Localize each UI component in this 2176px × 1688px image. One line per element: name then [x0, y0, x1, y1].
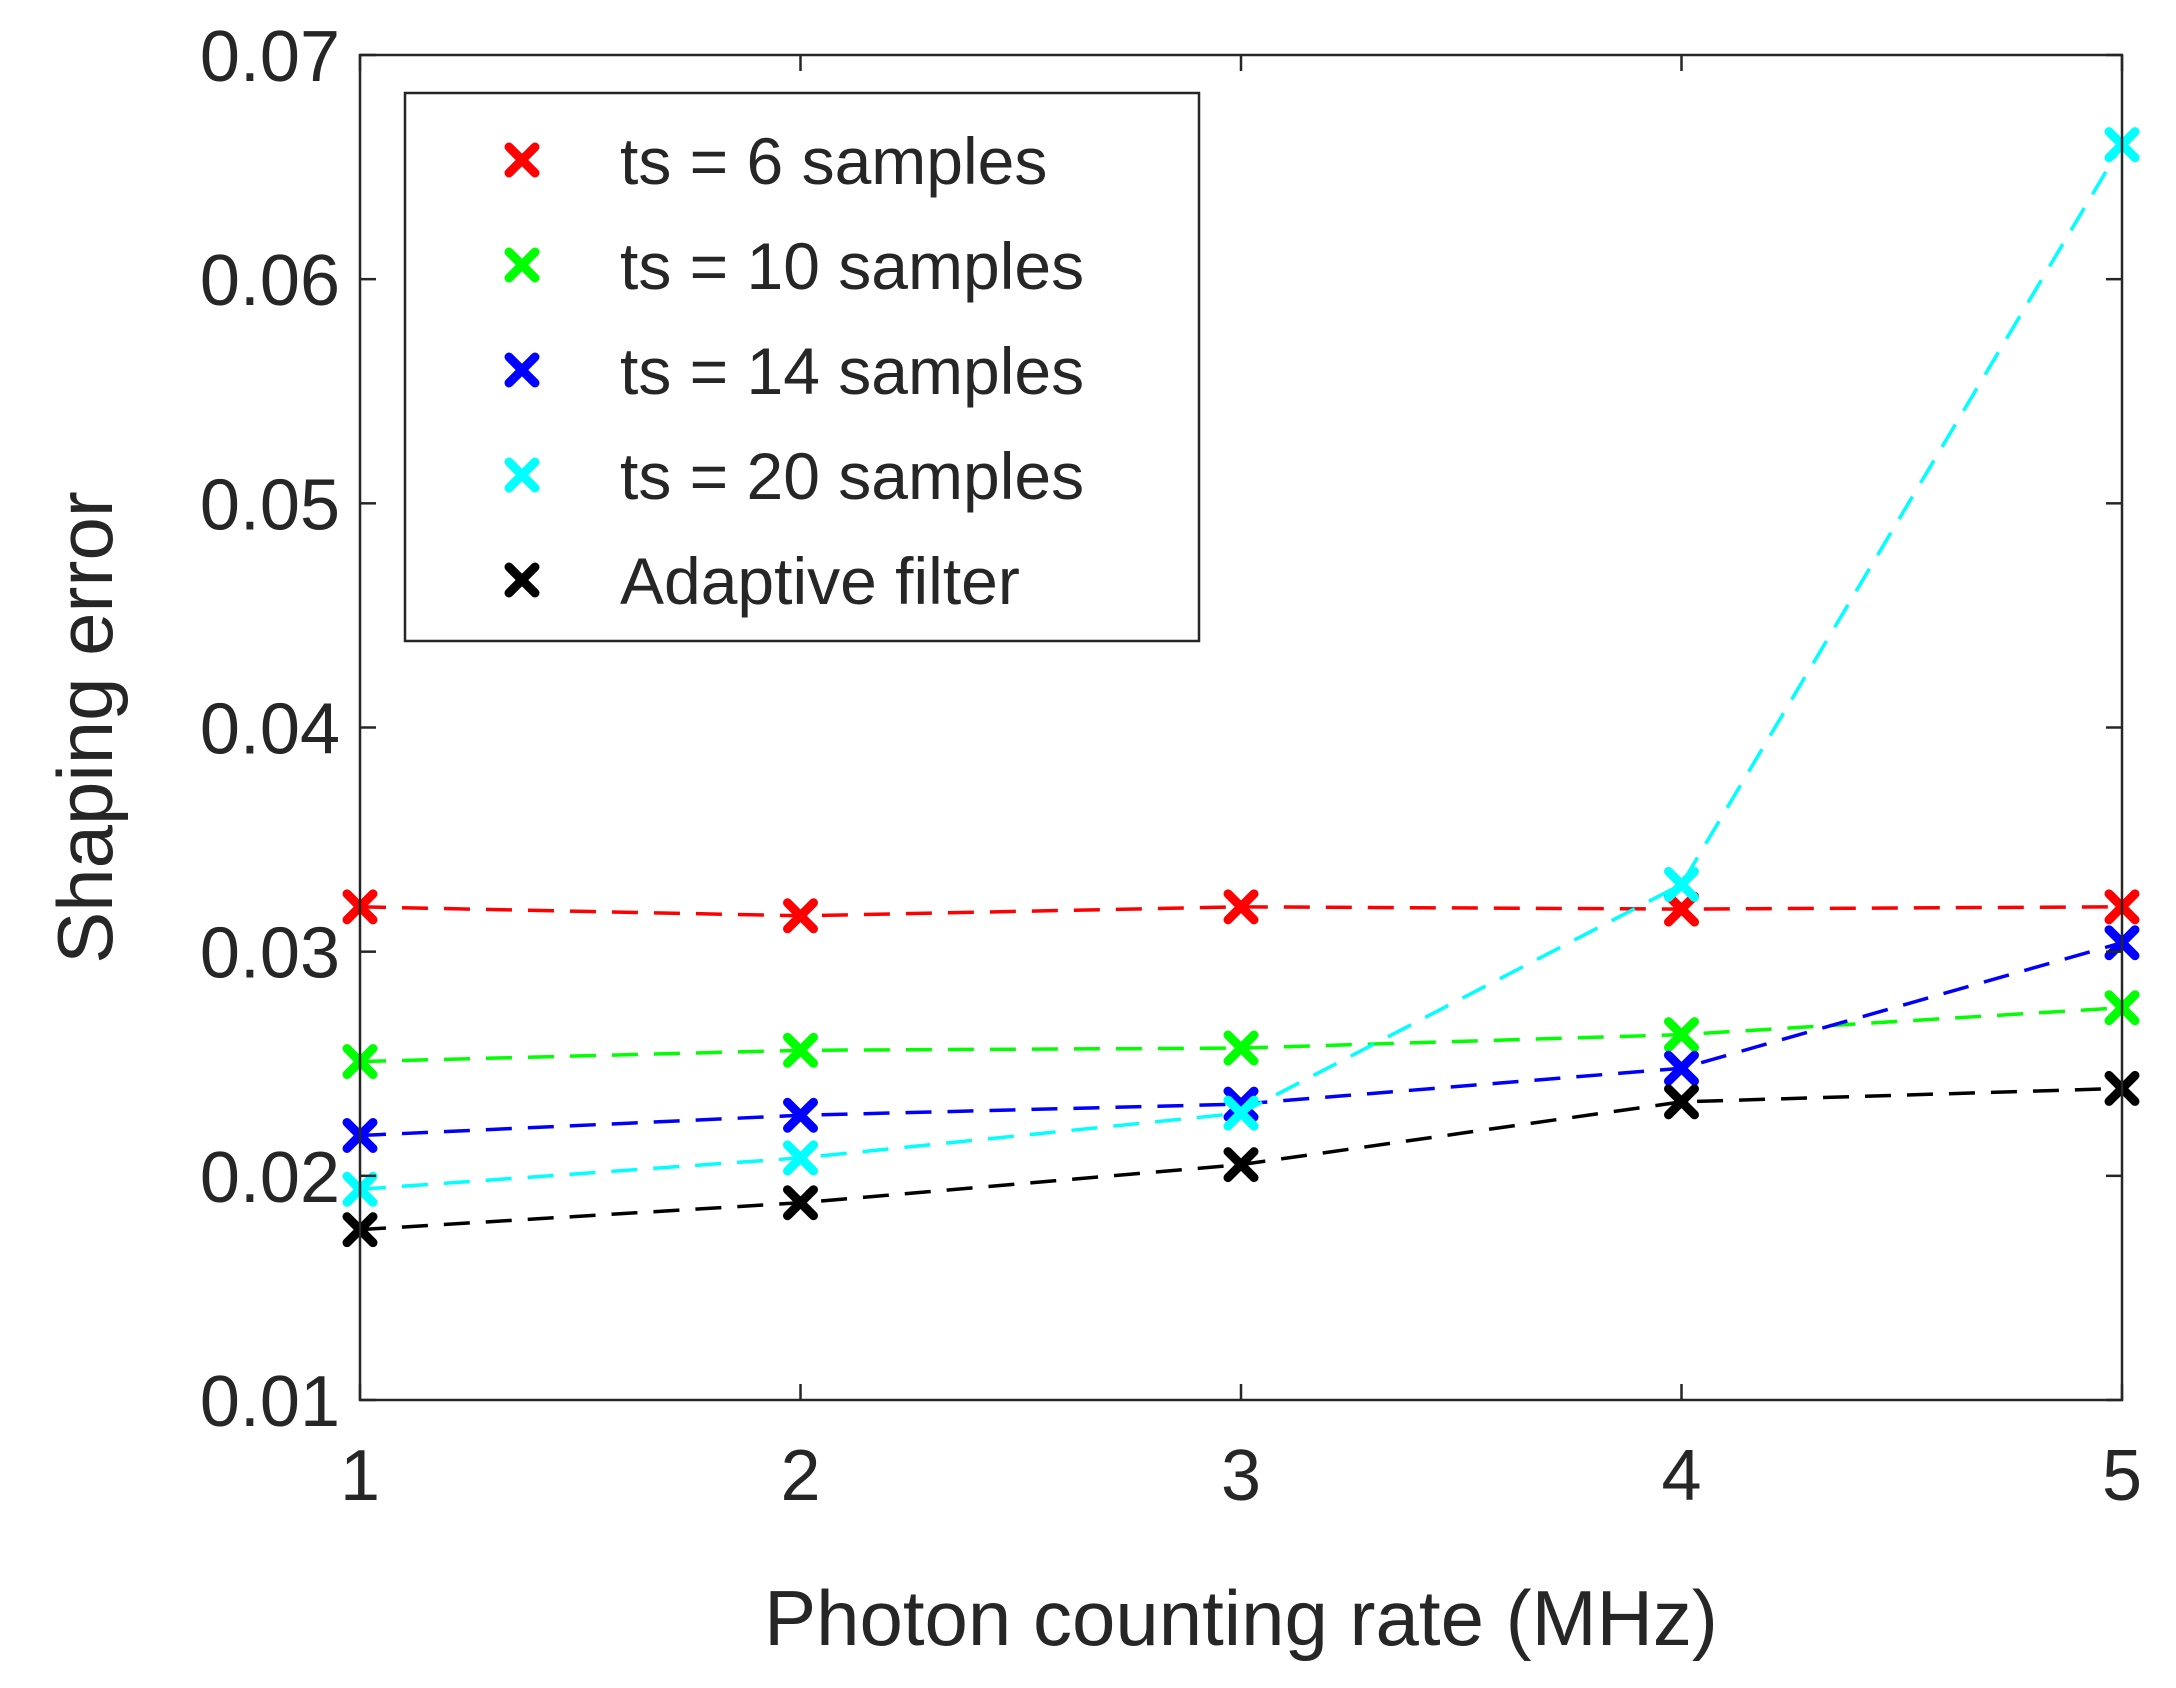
data-point [1223, 1095, 1259, 1131]
x-tick-label: 4 [1661, 1436, 1701, 1516]
legend-item: ts = 10 samples [504, 229, 1084, 303]
legend-box [403, 91, 1201, 643]
y-tick-label: 0.06 [200, 241, 340, 321]
data-point [783, 1097, 818, 1133]
data-point [783, 1140, 818, 1176]
data-point [1664, 1050, 1699, 1086]
y-tick-label: 0.03 [200, 914, 340, 994]
y-tick-label: 0.02 [200, 1138, 340, 1218]
data-point [783, 1185, 818, 1221]
data-point [1223, 1147, 1259, 1183]
legend-label: ts = 14 samples [620, 334, 1084, 408]
data-point [783, 1032, 818, 1068]
data-point [1223, 889, 1259, 925]
x-tick-label: 5 [2102, 1436, 2142, 1516]
x-tick-label: 3 [1221, 1436, 1261, 1516]
legend-marker [504, 247, 540, 283]
legend: ts = 6 samples ts = 10 samples ts = 14 sam… [403, 91, 1201, 643]
legend-label: Adaptive filter [620, 544, 1020, 618]
data-point [1664, 891, 1699, 927]
y-axis-label: Shaping error [41, 491, 129, 964]
legend-label: ts = 6 samples [620, 124, 1047, 198]
x-axis-label: Photon counting rate (MHz) [764, 1574, 1718, 1662]
data-point [1223, 1030, 1259, 1066]
series-5 [342, 1070, 2140, 1248]
series-4 [342, 127, 2140, 1207]
data-point [783, 898, 818, 934]
y-tick-label: 0.01 [200, 1362, 340, 1442]
axis-ticks: 1 2 3 4 5 0.01 0.02 0.03 0.04 0.05 0.06 0.07 [200, 17, 2142, 1516]
legend-marker [504, 142, 540, 178]
y-tick-label: 0.05 [200, 465, 340, 545]
y-tick-label: 0.07 [200, 17, 340, 97]
data-point [1664, 866, 1699, 902]
data-point [1664, 1017, 1699, 1053]
legend-item: Adaptive filter [504, 544, 1020, 618]
legend-item: ts = 14 samples [504, 334, 1084, 408]
y-tick-label: 0.04 [200, 690, 340, 770]
x-tick-label: 2 [780, 1436, 820, 1516]
legend-item: ts = 20 samples [504, 439, 1084, 513]
data-point [1664, 1084, 1699, 1120]
data-point [1223, 1086, 1259, 1122]
series-line [359, 941, 2123, 1138]
x-tick-label: 1 [340, 1436, 380, 1516]
legend-label: ts = 20 samples [620, 439, 1084, 513]
legend-label: ts = 10 samples [620, 229, 1084, 303]
legend-marker [504, 562, 540, 598]
legend-marker [504, 352, 540, 388]
legend-marker [504, 457, 540, 493]
legend-item: ts = 6 samples [504, 124, 1047, 198]
